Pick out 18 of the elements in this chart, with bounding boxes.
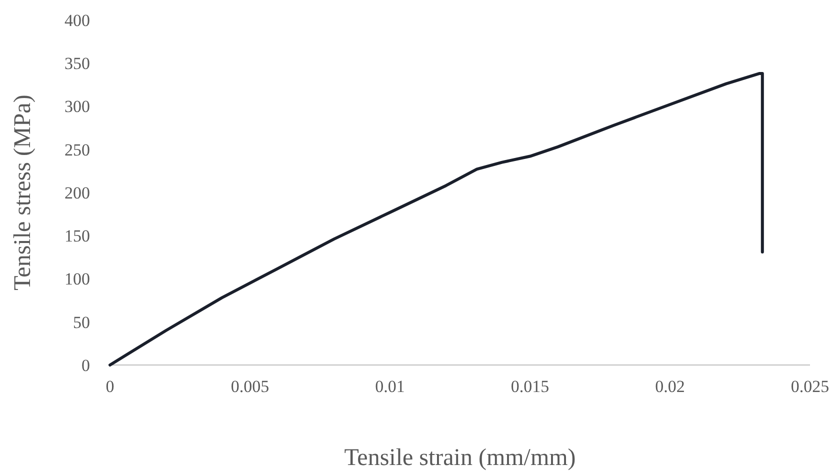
y-tick-label: 50 — [73, 312, 90, 332]
x-tick-label: 0.01 — [375, 377, 405, 396]
x-axis-title: Tensile strain (mm/mm) — [344, 445, 576, 471]
line-series — [108, 72, 764, 366]
y-axis-title: Tensile stress (MPa) — [10, 94, 36, 290]
y-tick-label: 150 — [64, 226, 90, 246]
x-tick-label: 0.015 — [510, 377, 550, 396]
x-tick-label: 0.02 — [655, 377, 685, 396]
y-tick-label: 350 — [64, 54, 90, 74]
x-tick-label: 0.005 — [230, 377, 270, 396]
y-tick-label: 200 — [64, 183, 90, 202]
x-tick-label: 0 — [106, 377, 114, 396]
y-tick-label: 300 — [64, 97, 90, 116]
y-tick-label: 100 — [64, 270, 90, 289]
y-tick-label: 0 — [82, 356, 90, 375]
y-tick-label: 250 — [64, 140, 90, 160]
x-tick-label: 0.025 — [790, 377, 830, 396]
y-tick-label: 400 — [64, 10, 90, 30]
